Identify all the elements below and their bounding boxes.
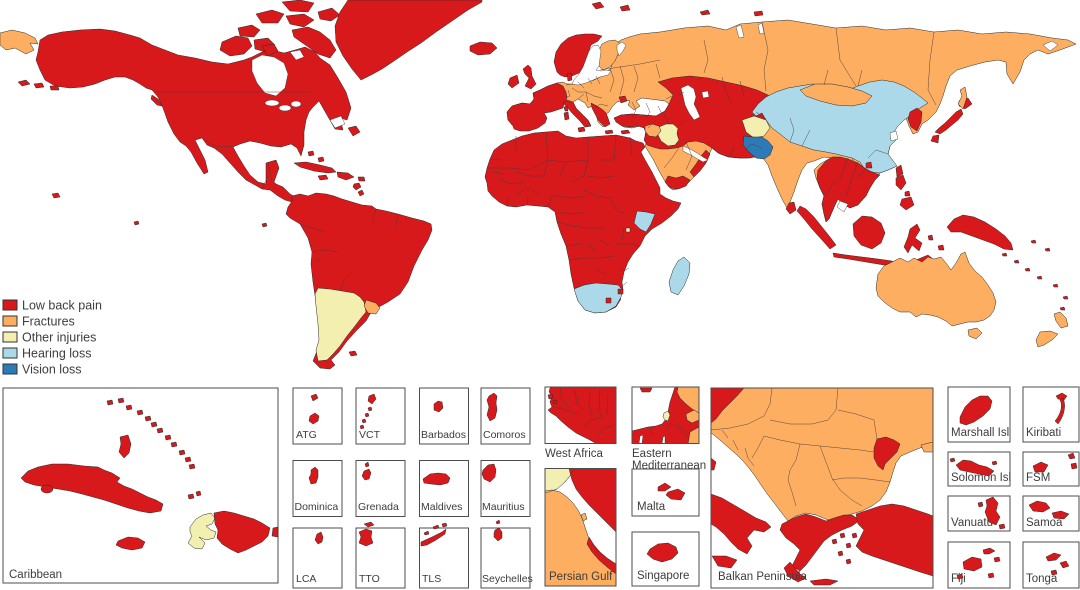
svg-text:Marshall Isl: Marshall Isl — [951, 427, 1009, 439]
svg-text:Samoa: Samoa — [1026, 517, 1063, 529]
svg-text:Fractures: Fractures — [22, 315, 75, 329]
svg-text:Maldives: Maldives — [421, 501, 462, 513]
svg-text:Tonga: Tonga — [1026, 573, 1058, 585]
svg-text:Malta: Malta — [637, 501, 666, 513]
svg-text:Singapore: Singapore — [637, 570, 689, 582]
svg-text:TTO: TTO — [359, 573, 380, 585]
svg-text:FSM: FSM — [1026, 472, 1050, 484]
svg-text:Barbados: Barbados — [421, 429, 466, 441]
svg-text:Balkan Peninsula: Balkan Peninsula — [718, 571, 807, 583]
svg-text:Hearing loss: Hearing loss — [22, 347, 91, 361]
svg-text:Vision loss: Vision loss — [22, 363, 82, 377]
svg-text:Mauritius: Mauritius — [482, 501, 525, 513]
svg-text:VCT: VCT — [359, 429, 381, 441]
svg-text:Dominica: Dominica — [295, 501, 339, 513]
svg-text:Low back pain: Low back pain — [22, 299, 102, 313]
svg-text:Seychelles: Seychelles — [482, 573, 533, 585]
svg-text:West Africa: West Africa — [545, 448, 604, 460]
svg-text:Grenada: Grenada — [358, 501, 399, 513]
svg-text:Persian Gulf: Persian Gulf — [549, 571, 613, 583]
svg-text:Vanuatu: Vanuatu — [951, 517, 993, 529]
svg-text:Kiribati: Kiribati — [1026, 427, 1061, 439]
svg-text:Solomon Isl: Solomon Isl — [951, 472, 1011, 484]
svg-text:ATG: ATG — [296, 429, 317, 441]
svg-text:Other injuries: Other injuries — [22, 331, 96, 345]
svg-text:Caribbean: Caribbean — [9, 569, 62, 581]
svg-text:Eastern: Eastern — [632, 448, 672, 460]
svg-text:LCA: LCA — [296, 573, 316, 585]
svg-text:TLS: TLS — [422, 573, 441, 585]
svg-text:Comoros: Comoros — [483, 429, 526, 441]
